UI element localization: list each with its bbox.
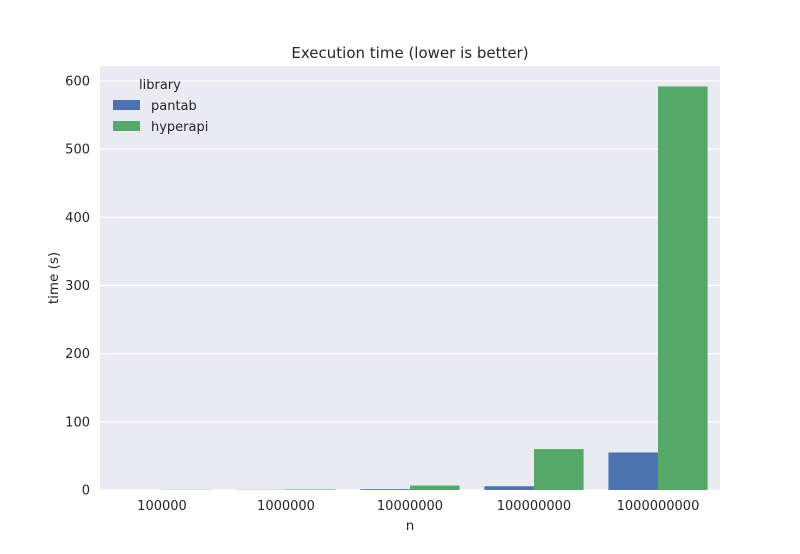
x-tick-label: 100000 [137, 499, 187, 514]
y-tick-label: 500 [65, 143, 90, 158]
y-axis-label: time (s) [46, 252, 62, 304]
legend-swatch-pantab [113, 100, 140, 110]
bar-pantab-1000000000 [608, 453, 658, 490]
legend-label-pantab: pantab [151, 99, 197, 114]
bar-pantab-10000000 [360, 489, 410, 490]
legend-swatch-hyperapi [113, 121, 140, 131]
legend-label-hyperapi: hyperapi [151, 120, 208, 135]
y-tick-label: 100 [65, 415, 90, 430]
bar-pantab-100000000 [484, 486, 534, 490]
legend-title: library [139, 78, 181, 93]
chart-title: Execution time (lower is better) [291, 44, 528, 62]
y-tick-label: 600 [65, 74, 90, 89]
x-tick-label: 1000000 [257, 499, 315, 514]
x-axis-label: n [406, 518, 415, 534]
bar-hyperapi-100000000 [534, 449, 584, 490]
y-tick-label: 0 [82, 484, 90, 499]
bar-hyperapi-10000000 [410, 486, 460, 490]
y-tick-label: 200 [65, 347, 90, 362]
bar-hyperapi-1000000000 [658, 86, 708, 490]
y-tick-label: 300 [65, 279, 90, 294]
y-axis-ticks: 0 100 200 300 400 500 600 [65, 74, 90, 498]
bar-hyperapi-1000000 [286, 489, 336, 490]
x-axis-ticks: 100000 1000000 10000000 100000000 1000000000 [137, 499, 699, 514]
x-tick-label: 100000000 [497, 499, 571, 514]
x-tick-label: 10000000 [377, 499, 443, 514]
x-tick-label: 1000000000 [617, 499, 700, 514]
y-tick-label: 400 [65, 211, 90, 226]
